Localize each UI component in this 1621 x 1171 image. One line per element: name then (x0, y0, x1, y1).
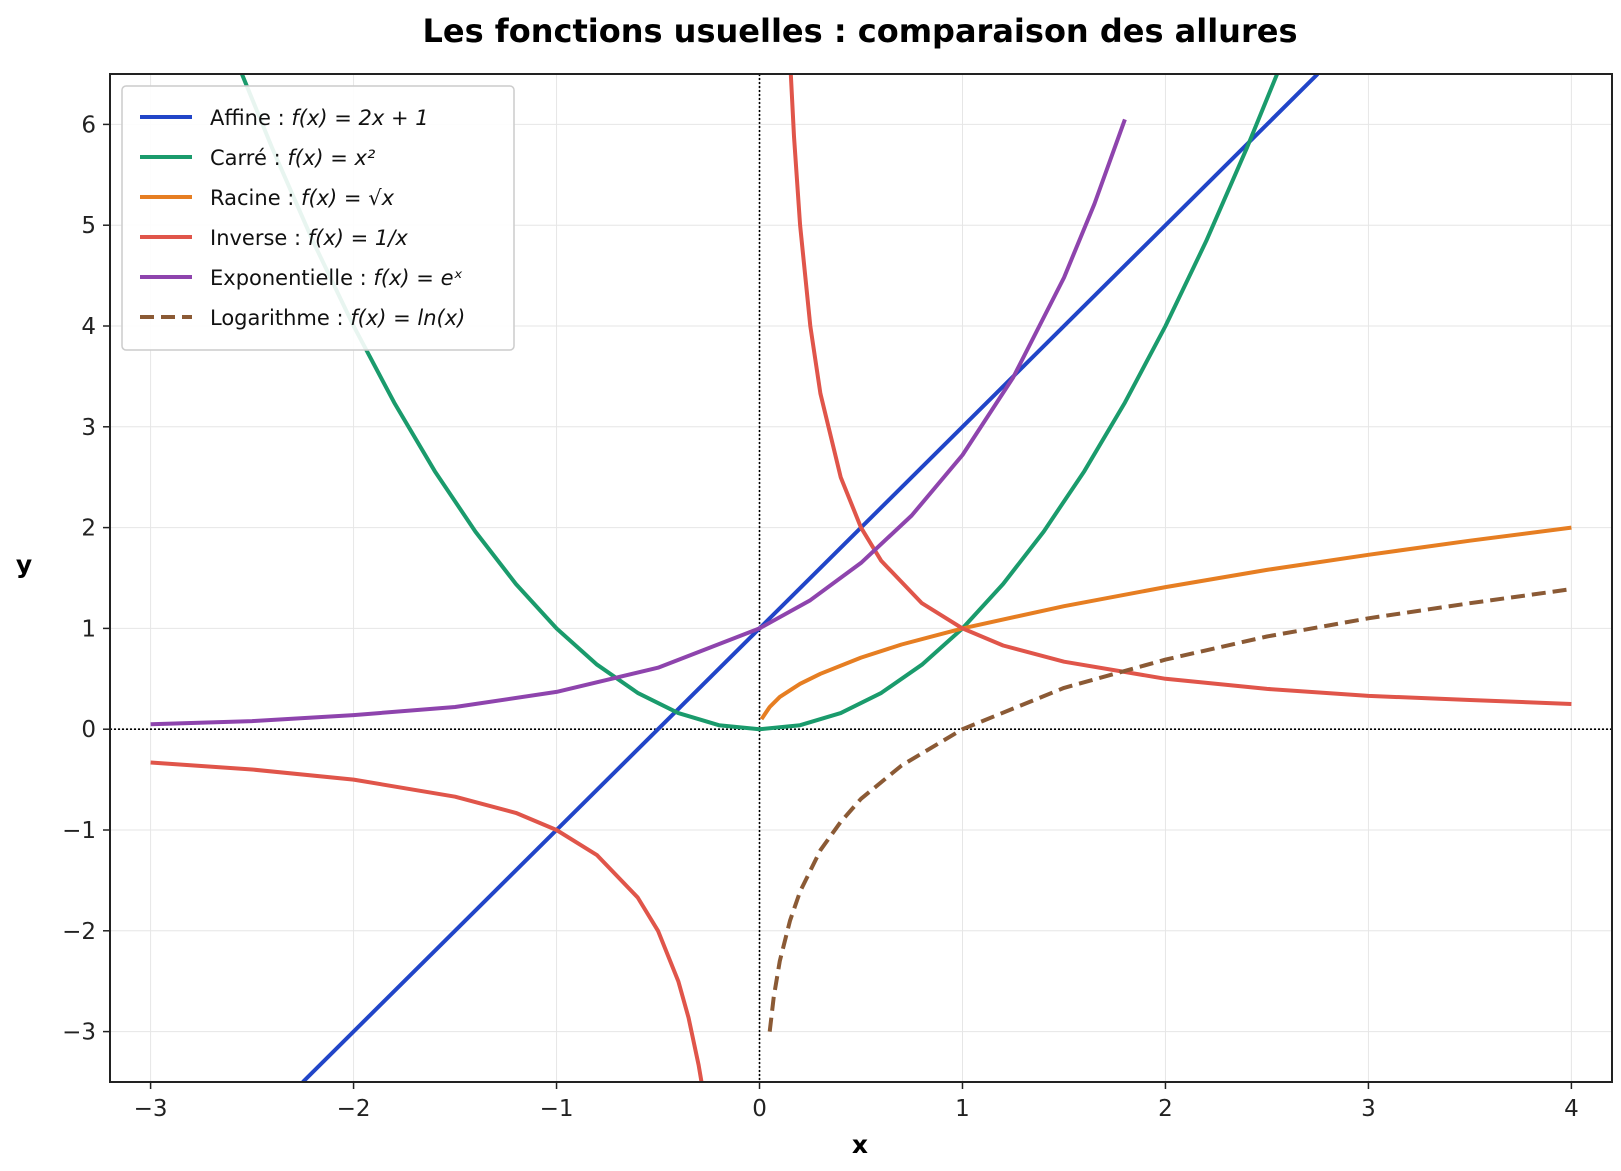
x-tick-label: −3 (134, 1096, 168, 1122)
legend-entry: Carré : f(x) = x² (210, 146, 376, 170)
series-line-carre (240, 74, 1279, 732)
x-tick-label: −1 (540, 1096, 574, 1122)
y-tick-label: 0 (81, 717, 96, 743)
series-line-affine (301, 74, 1320, 1082)
legend-formula: f(x) = ln(x) (350, 306, 465, 330)
y-tick-label: −2 (62, 919, 96, 945)
y-tick-label: −1 (62, 818, 96, 844)
series-line-exponentielle (150, 118, 1127, 727)
legend-label: Carré : (210, 146, 287, 170)
legend-formula: f(x) = eˣ (373, 266, 462, 290)
reference-lines (110, 74, 1612, 1082)
series-line-inverse (150, 760, 704, 1082)
legend-formula: f(x) = 1/x (308, 226, 409, 250)
legend-label: Racine : (210, 186, 301, 210)
series-line-racine (759, 525, 1572, 721)
y-tick-label: 5 (81, 213, 96, 239)
legend-entry: Logarithme : f(x) = ln(x) (210, 306, 465, 330)
legend-entry: Exponentielle : f(x) = eˣ (210, 266, 463, 290)
y-axis-label: y (16, 550, 32, 579)
x-tick-label: 2 (1158, 1096, 1173, 1122)
legend-label: Inverse : (210, 226, 308, 250)
x-tick-label: −2 (337, 1096, 371, 1122)
legend-box (121, 85, 515, 351)
x-tick-label: 1 (955, 1096, 970, 1122)
legend-label: Exponentielle : (210, 266, 373, 290)
ticks: −3 −2 −1 0 1 2 3 4 −3 −2 −1 0 1 2 3 4 5 6 (62, 112, 1579, 1122)
legend-formula: f(x) = √x (301, 186, 395, 210)
legend-formula: f(x) = x² (287, 146, 376, 170)
x-axis-label: x (852, 1130, 868, 1159)
y-tick-label: 4 (81, 314, 96, 340)
series-line-inverse (788, 74, 1572, 706)
legend-label: Logarithme : (210, 306, 350, 330)
y-tick-label: −3 (62, 1020, 96, 1046)
x-tick-label: 0 (752, 1096, 767, 1122)
legend-entry: Racine : f(x) = √x (210, 186, 395, 210)
legend-entry: Affine : f(x) = 2x + 1 (210, 106, 429, 130)
legend-formula: f(x) = 2x + 1 (291, 106, 428, 130)
y-tick-label: 6 (81, 112, 96, 138)
x-tick-label: 3 (1361, 1096, 1376, 1122)
x-tick-label: 4 (1564, 1096, 1579, 1122)
series-line-logarithme (767, 587, 1572, 1032)
y-tick-label: 2 (81, 516, 96, 542)
plot-area (109, 73, 1613, 1083)
legend-entry: Inverse : f(x) = 1/x (210, 226, 408, 250)
y-tick-label: 1 (81, 616, 96, 642)
legend-label: Affine : (210, 106, 291, 130)
y-tick-label: 3 (81, 415, 96, 441)
chart-title: Les fonctions usuelles : comparaison des… (423, 12, 1298, 50)
series-group (150, 74, 1572, 1082)
